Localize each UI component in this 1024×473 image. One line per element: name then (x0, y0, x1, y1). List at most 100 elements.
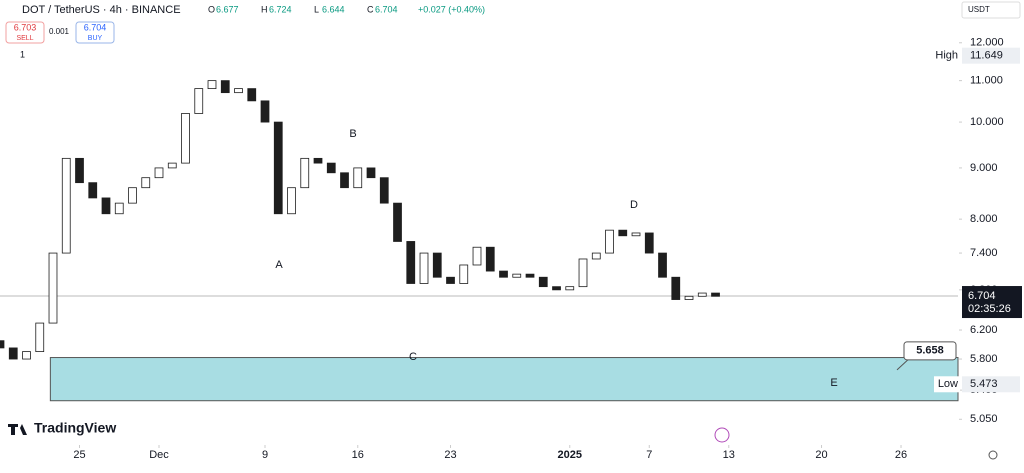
candle-body (313, 157, 323, 164)
candle-body (565, 286, 575, 291)
candle-body (591, 252, 601, 260)
currency: USDT (968, 5, 990, 14)
y-tick-label: 12.000 (970, 37, 1004, 49)
y-tick-label: 10.000 (970, 116, 1004, 128)
wave-label: D (630, 199, 638, 211)
candle-body (525, 273, 535, 278)
symbol: DOT / TetherUS · 4h · BINANCE (22, 4, 181, 16)
candle-body (538, 276, 548, 288)
candle-body (605, 229, 614, 254)
low-label-box (934, 376, 960, 393)
candle-body (631, 232, 641, 237)
y-tick-label: 8.000 (970, 213, 998, 225)
buy-price: 6.704 (84, 22, 107, 32)
candle-body (101, 197, 111, 215)
event-icon[interactable] (714, 427, 730, 443)
y-tick-label: 5.800 (970, 353, 998, 365)
candle-body (644, 232, 654, 254)
callout-value: 5.658 (916, 345, 944, 357)
candle-body (353, 167, 363, 189)
candle-body (499, 270, 508, 278)
x-tick-label: 20 (815, 449, 827, 461)
candle-body (419, 252, 429, 284)
indicator-count[interactable]: 1 (20, 49, 25, 59)
zone-label: E (830, 377, 837, 389)
last-price: 6.704 (968, 290, 996, 302)
x-tick-label: 26 (895, 449, 907, 461)
ohlc-value: 6.644 (322, 4, 345, 14)
change: +0.027 (+0.40%) (418, 4, 485, 14)
candle-body (128, 187, 137, 204)
brand: TradingView (34, 420, 116, 436)
sell-price: 6.703 (14, 22, 37, 32)
x-tick-label: 13 (723, 449, 735, 461)
y-tick-label: 11.000 (970, 75, 1003, 87)
low-value: 5.473 (970, 378, 998, 390)
callout-box (903, 341, 957, 361)
candle-body (181, 113, 190, 164)
y-tick-label: 9.000 (970, 162, 998, 174)
zone (49, 357, 959, 402)
candle-body (684, 295, 694, 300)
candle-body (446, 276, 455, 284)
candle-body (406, 241, 416, 284)
x-tick-label: 23 (444, 449, 456, 461)
sell-label: SELL (16, 35, 33, 42)
candle-body (220, 80, 230, 94)
candle-body (697, 292, 707, 297)
spread: 0.001 (49, 27, 70, 36)
candle-body (300, 157, 310, 189)
candle-body (287, 187, 296, 215)
candle-body (618, 229, 628, 237)
y-tick-label: 7.400 (970, 247, 998, 259)
buy-button[interactable] (75, 21, 115, 44)
x-tick-label: Dec (149, 449, 169, 461)
high-value-box (962, 47, 1020, 64)
candle-body (366, 167, 376, 179)
low-value-box (962, 376, 1020, 393)
wave-label: C (409, 351, 417, 363)
last-price-box (962, 286, 1022, 319)
candle-body (0, 340, 5, 349)
candle-body (552, 286, 561, 291)
ohlc-value: 6.704 (375, 4, 398, 14)
x-tick-label: 16 (352, 449, 364, 461)
high-label: High (935, 50, 958, 62)
sell-button[interactable] (5, 21, 45, 44)
candle-body (22, 351, 31, 360)
candle-body (167, 162, 177, 169)
candle-body (154, 167, 164, 179)
candle-body (61, 157, 71, 254)
buy-label: BUY (88, 35, 103, 42)
brand-logo (8, 424, 27, 435)
candle-body (512, 273, 522, 278)
ohlc-key: C (367, 4, 374, 14)
candle-body (247, 88, 257, 102)
candle-body (273, 121, 283, 215)
candle-body (578, 258, 588, 288)
wave-label: B (349, 128, 356, 140)
candle-body (88, 182, 98, 199)
high-value: 11.649 (970, 50, 1003, 62)
low-label: Low (938, 378, 958, 390)
high-label-box (934, 47, 960, 64)
candle-body (8, 347, 18, 360)
ohlc-key: O (208, 4, 215, 14)
candle-body (48, 252, 58, 324)
countdown: 02:35:26 (968, 303, 1011, 315)
x-tick-label: 7 (646, 449, 652, 461)
candle-body (207, 80, 217, 90)
candle-body (141, 177, 151, 189)
candle-body (485, 246, 495, 272)
candle-body (459, 264, 469, 284)
x-tick-label: 9 (262, 449, 268, 461)
candle-body (472, 246, 482, 266)
candle-body (711, 292, 720, 297)
candle-body (658, 252, 667, 278)
candle-body (393, 202, 402, 242)
settings-icon[interactable] (988, 450, 998, 460)
currency-button[interactable] (961, 1, 1021, 19)
wave-label: A (275, 259, 283, 271)
